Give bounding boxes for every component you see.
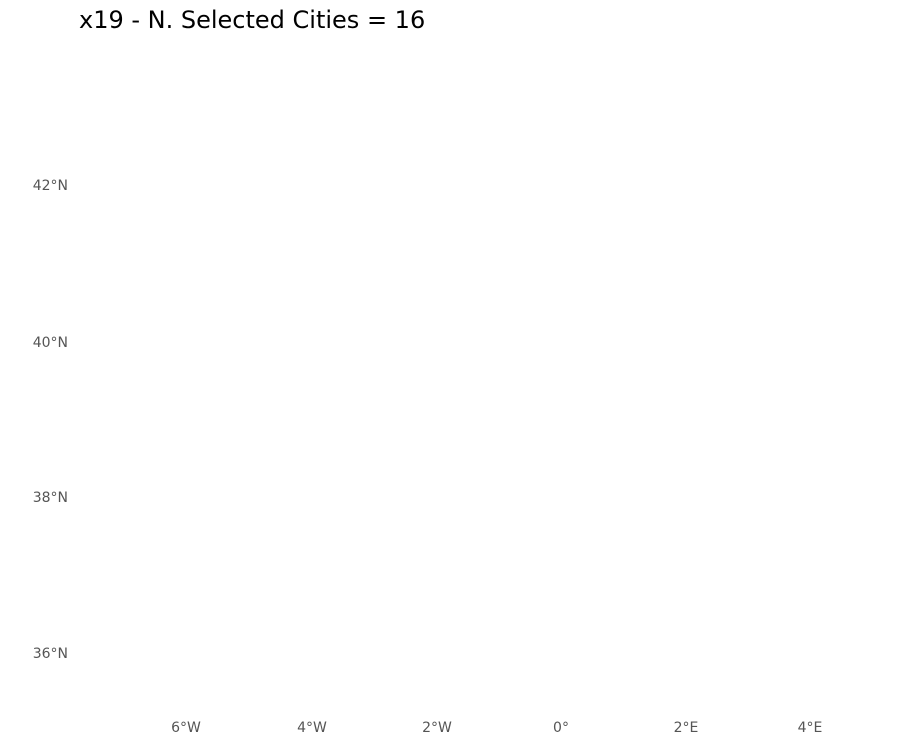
x-tick-label: 2°E — [674, 720, 699, 736]
x-tick-label: 0° — [553, 720, 569, 736]
chart-title: x19 - N. Selected Cities = 16 — [79, 6, 426, 34]
y-tick-label: 40°N — [33, 335, 68, 351]
x-tick-label: 4°W — [297, 720, 327, 736]
axis-labels: 6°W 4°W 2°W 0° 2°E 4°E 42°N 40°N 38°N 36… — [33, 178, 823, 736]
x-tick-label: 4°E — [798, 720, 823, 736]
y-tick-label: 36°N — [33, 646, 68, 662]
y-tick-label: 42°N — [33, 178, 68, 194]
x-tick-label: 2°W — [422, 720, 452, 736]
y-tick-label: 38°N — [33, 490, 68, 506]
x-tick-label: 6°W — [171, 720, 201, 736]
